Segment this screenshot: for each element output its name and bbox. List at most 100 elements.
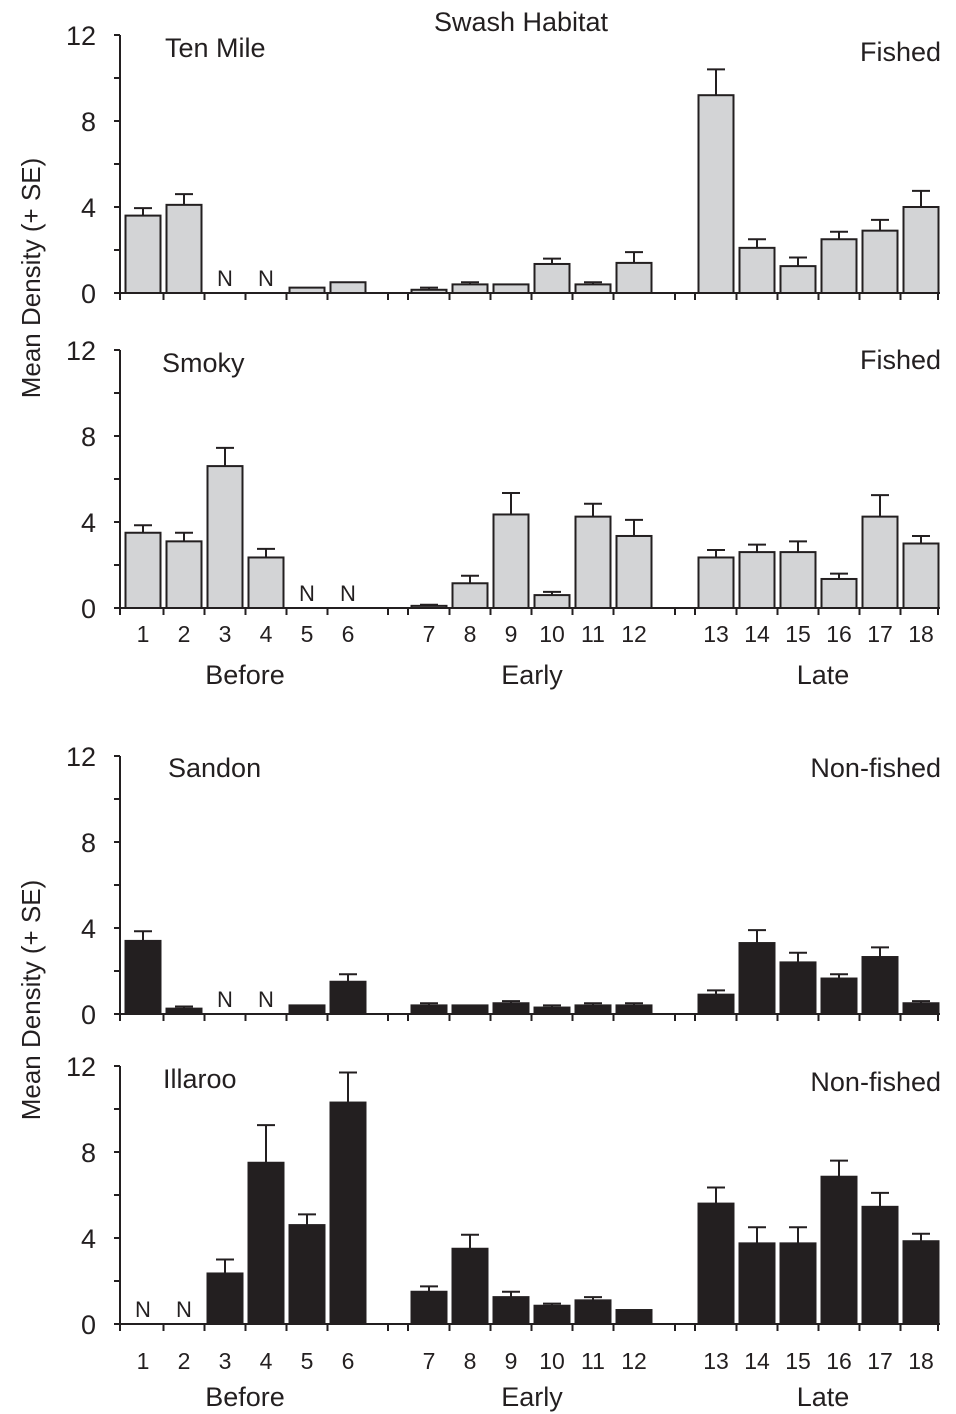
x-tick-label: 6	[342, 621, 355, 647]
bar	[247, 1161, 285, 1325]
bar	[492, 1002, 530, 1015]
y-tick-label: 0	[81, 594, 96, 624]
bar	[165, 540, 203, 609]
period-label: Late	[797, 660, 850, 690]
x-tick-label: 3	[219, 1348, 232, 1374]
missing-marker: N	[135, 1297, 151, 1322]
y-tick-label: 0	[81, 279, 96, 309]
x-tick-label: 15	[785, 621, 811, 647]
x-tick-label: 15	[785, 1348, 811, 1374]
y-tick-label: 8	[81, 828, 96, 858]
x-tick-label: 18	[908, 621, 934, 647]
panel-status-label: Fished	[860, 37, 941, 67]
y-tick-label: 8	[81, 107, 96, 137]
bar	[492, 1296, 530, 1325]
bar	[697, 94, 735, 294]
bar	[779, 551, 817, 609]
x-tick-label: 9	[505, 1348, 518, 1374]
x-tick-label: 5	[301, 1348, 314, 1374]
x-tick-label: 14	[744, 1348, 770, 1374]
bar	[861, 956, 899, 1016]
bar	[533, 1304, 571, 1325]
bar	[288, 1224, 326, 1325]
x-tick-label: 16	[826, 1348, 852, 1374]
missing-marker: N	[340, 581, 356, 606]
bar	[492, 513, 530, 609]
y-tick-label: 12	[66, 21, 96, 51]
panel-ten-mile: 0 4 8 12 N N Ten Mile Fished	[66, 21, 941, 309]
bar	[902, 1002, 940, 1015]
x-tick-label: 4	[260, 621, 273, 647]
y-tick-label: 4	[81, 914, 96, 944]
bar	[820, 977, 858, 1016]
y-axis-label-top: Mean Density (+ SE)	[16, 158, 46, 399]
missing-marker: N	[217, 987, 233, 1012]
x-tick-label: 10	[539, 621, 565, 647]
y-tick-label: 4	[81, 193, 96, 223]
bar	[615, 1309, 653, 1326]
bar	[329, 980, 367, 1015]
bar	[902, 206, 940, 294]
bar	[779, 1242, 817, 1325]
x-tick-label: 13	[703, 621, 729, 647]
bar	[451, 582, 489, 610]
bar	[533, 262, 571, 295]
bar	[574, 283, 612, 294]
bar	[124, 939, 162, 1016]
bar	[820, 1175, 858, 1325]
period-label: Early	[501, 660, 563, 690]
bar	[861, 1205, 899, 1325]
bar	[574, 1004, 612, 1016]
y-tick-label: 0	[81, 1000, 96, 1030]
x-tick-label: 1	[137, 621, 150, 647]
bar	[410, 288, 448, 294]
bar	[329, 281, 367, 294]
bar	[410, 1004, 448, 1016]
bar	[288, 286, 326, 294]
bar	[738, 551, 776, 609]
x-tick-label: 8	[464, 621, 477, 647]
x-tick-label: 8	[464, 1348, 477, 1374]
period-label: Late	[797, 1382, 850, 1412]
x-tick-label: 10	[539, 1348, 565, 1374]
x-tick-label: 17	[867, 621, 893, 647]
panel-site-label: Ten Mile	[165, 33, 266, 63]
x-tick-label: 5	[301, 621, 314, 647]
y-tick-label: 12	[66, 742, 96, 772]
bar	[165, 1007, 203, 1015]
x-tick-label: 4	[260, 1348, 273, 1374]
x-tick-label: 7	[423, 1348, 436, 1374]
bar	[206, 465, 244, 609]
bar	[574, 1299, 612, 1325]
x-tick-label: 13	[703, 1348, 729, 1374]
bar	[329, 1101, 367, 1326]
bar	[861, 229, 899, 294]
y-tick-label: 8	[81, 1138, 96, 1168]
bar	[533, 1006, 571, 1015]
missing-marker: N	[299, 581, 315, 606]
bar	[697, 556, 735, 609]
panel-status-label: Non-fished	[810, 1067, 941, 1097]
bar	[574, 515, 612, 609]
x-tick-label: 16	[826, 621, 852, 647]
bar	[738, 942, 776, 1015]
x-tick-label: 3	[219, 621, 232, 647]
bar	[902, 1240, 940, 1325]
x-tick-label: 7	[423, 621, 436, 647]
bar	[206, 1272, 244, 1325]
missing-marker: N	[217, 266, 233, 291]
period-label: Before	[205, 660, 285, 690]
period-label: Before	[205, 1382, 285, 1412]
bar	[820, 577, 858, 609]
x-tick-label: 12	[621, 621, 647, 647]
bar	[615, 534, 653, 609]
missing-marker: N	[258, 987, 274, 1012]
bar	[165, 203, 203, 295]
figure-title: Swash Habitat	[434, 7, 609, 37]
bar	[902, 542, 940, 609]
bar	[697, 1202, 735, 1325]
missing-marker: N	[176, 1297, 192, 1322]
x-tick-label: 1	[137, 1348, 150, 1374]
